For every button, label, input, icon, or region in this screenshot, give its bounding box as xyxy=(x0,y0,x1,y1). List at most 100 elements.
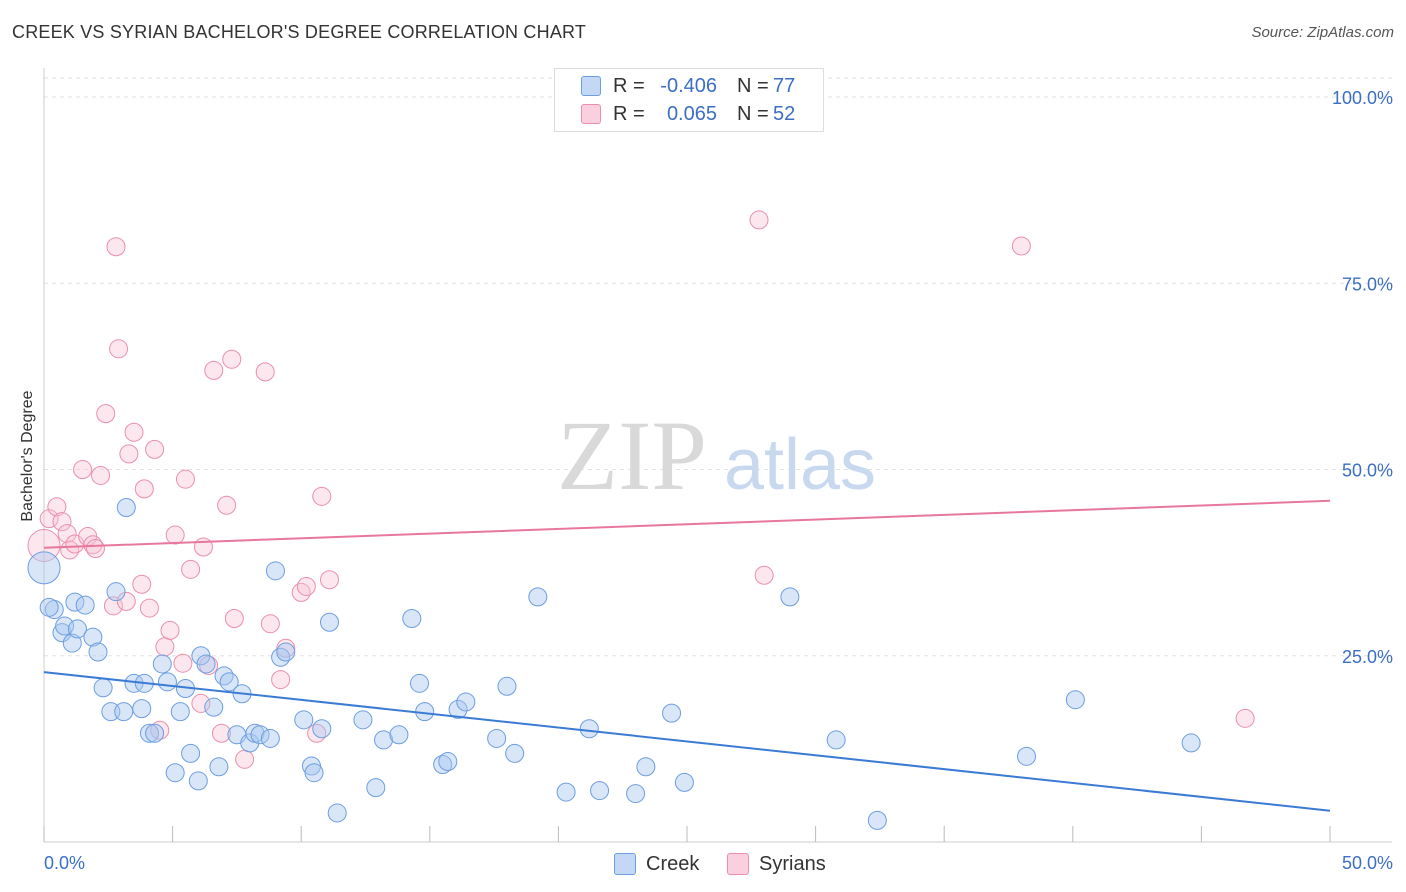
point-syrians xyxy=(296,576,316,596)
point-creek xyxy=(39,597,59,617)
point-creek xyxy=(626,784,646,804)
point-creek xyxy=(204,697,224,717)
point-syrians xyxy=(255,362,275,382)
point-creek xyxy=(214,666,234,686)
axes xyxy=(43,68,1392,843)
legend-r-value: -0.406 xyxy=(660,74,717,97)
point-syrians xyxy=(181,559,201,579)
bottom-swatch-creek xyxy=(614,853,636,875)
point-creek xyxy=(433,755,453,775)
watermark-atlas: atlas xyxy=(724,425,876,505)
point-creek xyxy=(497,676,517,696)
y-tick-label: 25.0% xyxy=(1342,647,1393,667)
point-creek xyxy=(93,678,113,698)
point-syrians xyxy=(191,693,211,713)
point-creek xyxy=(106,582,126,602)
point-syrians xyxy=(73,460,93,479)
point-creek xyxy=(556,782,576,802)
point-creek xyxy=(181,743,201,763)
point-creek xyxy=(487,728,507,748)
point-syrians xyxy=(160,620,180,640)
point-creek xyxy=(636,757,656,777)
y-tick-label: 50.0% xyxy=(1342,461,1393,481)
point-creek xyxy=(327,803,347,823)
point-creek xyxy=(438,752,458,772)
point-creek xyxy=(1181,733,1201,753)
point-creek xyxy=(83,627,103,647)
point-creek xyxy=(219,672,239,692)
point-syrians xyxy=(217,495,237,515)
point-syrians xyxy=(132,574,152,594)
trend-line-creek xyxy=(43,671,1331,812)
point-syrians xyxy=(155,637,175,657)
point-syrians xyxy=(119,444,139,464)
point-creek xyxy=(271,647,291,667)
point-creek xyxy=(1065,690,1085,710)
legend-n-value: 77 xyxy=(773,74,796,97)
point-creek xyxy=(132,699,152,719)
point-syrians xyxy=(754,565,774,585)
point-syrians xyxy=(116,591,136,611)
watermark-zip: ZIP xyxy=(557,400,707,511)
point-creek xyxy=(294,710,314,730)
series-syrians xyxy=(27,210,1255,769)
point-creek xyxy=(366,778,386,798)
point-creek xyxy=(114,702,134,722)
bottom-legend-creek: Creek xyxy=(614,852,699,876)
point-syrians xyxy=(124,422,144,442)
gridlines xyxy=(44,77,1392,657)
point-syrians xyxy=(211,723,231,743)
bottom-legend-label-creek: Creek xyxy=(646,852,700,875)
point-creek xyxy=(152,654,172,674)
point-creek xyxy=(55,616,75,636)
point-syrians xyxy=(47,497,67,517)
x-tick-label: 50.0% xyxy=(1342,853,1393,873)
legend-swatch-creek xyxy=(581,76,601,96)
legend-n-label: N = xyxy=(737,102,769,125)
point-creek xyxy=(240,733,260,753)
point-creek xyxy=(250,725,270,745)
point-syrians xyxy=(319,570,339,590)
legend-row-syrians: R = 0.065 N = 52 xyxy=(581,101,795,127)
point-syrians xyxy=(60,540,80,560)
point-syrians xyxy=(222,349,242,369)
point-syrians xyxy=(103,596,123,616)
point-creek xyxy=(75,595,95,615)
point-creek xyxy=(579,719,599,739)
source-label: Source: ZipAtlas.com xyxy=(1251,24,1394,41)
point-syrians xyxy=(96,404,116,424)
legend-r-value: 0.065 xyxy=(666,102,717,125)
point-syrians xyxy=(749,210,769,230)
point-creek xyxy=(139,723,159,743)
legend-swatch-syrians xyxy=(581,104,601,124)
trend-line-syrians xyxy=(43,499,1331,549)
y-tick-label: 100.0% xyxy=(1332,88,1393,108)
point-syrians xyxy=(260,614,280,634)
stats-legend: R = -0.406 N = 77 R = 0.065 N = 52 xyxy=(554,68,824,132)
point-creek xyxy=(62,633,82,653)
trend-lines xyxy=(43,499,1331,812)
legend-n-label: N = xyxy=(737,74,769,97)
legend-n-value: 52 xyxy=(773,102,796,125)
point-creek xyxy=(456,692,476,712)
point-syrians xyxy=(1011,236,1031,256)
point-creek xyxy=(209,757,229,777)
point-creek xyxy=(67,619,87,639)
point-creek xyxy=(389,725,409,745)
point-syrians xyxy=(85,538,105,558)
point-creek xyxy=(116,497,136,517)
point-creek xyxy=(402,609,422,628)
point-creek xyxy=(312,719,332,739)
point-creek xyxy=(265,561,285,581)
point-creek xyxy=(448,699,468,719)
point-syrians xyxy=(175,469,195,489)
point-creek xyxy=(319,612,339,632)
point-creek xyxy=(662,703,682,723)
point-syrians xyxy=(145,439,165,459)
point-creek xyxy=(374,730,394,750)
tick-labels: 25.0% 50.0% 75.0% 100.0% 0.0% 50.0% xyxy=(44,88,1393,873)
y-tick-label: 75.0% xyxy=(1342,274,1393,294)
legend-r-label: R = xyxy=(613,74,645,97)
point-creek xyxy=(276,642,296,662)
x-tick-label: 0.0% xyxy=(44,853,85,873)
